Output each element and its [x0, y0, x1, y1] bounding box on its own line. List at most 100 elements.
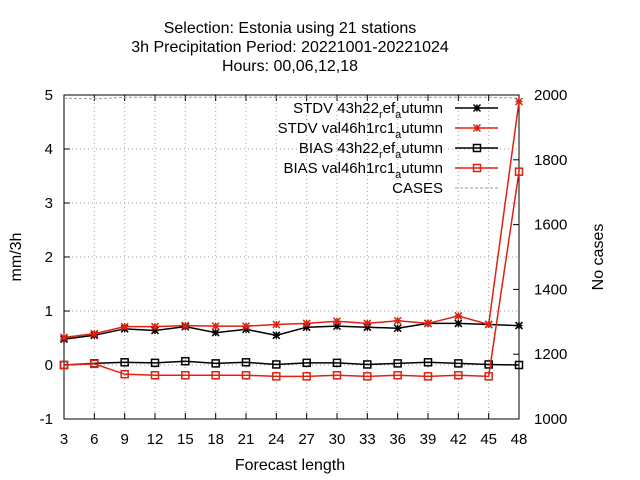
legend-text-part: ef — [383, 140, 396, 157]
legend-text-part: utumn — [401, 100, 443, 117]
y2-tick-label: 1200 — [534, 346, 567, 363]
data-point — [363, 319, 372, 328]
axes: 3 6 9 12 15 18 21 24 27 30 33 36 39 42 45 48-1012345100… — [40, 87, 568, 448]
data-point — [211, 359, 220, 368]
y-tick-label: 5 — [45, 87, 53, 104]
data-point — [363, 372, 372, 381]
data-point — [454, 371, 463, 380]
data-point — [150, 322, 160, 331]
y-tick-label: 3 — [45, 195, 53, 212]
x-tick-label: 36 — [389, 431, 406, 448]
legend-label: BIAS val46h1rc1autumn — [283, 160, 443, 181]
data-point — [332, 322, 342, 331]
x-tick-label: 9 — [120, 431, 128, 448]
data-point — [454, 311, 463, 320]
y2-tick-label: 1800 — [534, 152, 567, 169]
y-axis-label: mm/3h — [8, 233, 25, 282]
series-line — [63, 360, 520, 366]
data-point — [211, 322, 220, 331]
data-point — [514, 360, 524, 370]
x-tick-label: 45 — [480, 431, 497, 448]
chart-title: Selection: Estonia using 21 stations 3h P… — [131, 20, 449, 75]
x-tick-label: 15 — [177, 431, 194, 448]
data-point — [181, 371, 190, 380]
data-point — [423, 372, 433, 381]
legend-text-part: utumn — [401, 120, 443, 137]
data-point — [423, 319, 433, 328]
x-tick-label: 21 — [238, 431, 255, 448]
data-point — [514, 97, 524, 106]
data-point — [332, 371, 342, 380]
legend-label: STDV 43h22refautumn — [293, 100, 443, 121]
data-point — [484, 320, 493, 329]
series-line — [63, 171, 520, 378]
data-point — [211, 371, 220, 380]
legend-label: CASES — [392, 180, 443, 197]
data-point — [302, 319, 311, 328]
data-point — [454, 319, 463, 328]
data-point — [363, 323, 372, 332]
y-tick-label: 2 — [45, 249, 53, 266]
y2-tick-label: 1400 — [534, 281, 567, 298]
x-tick-label: 3 — [60, 431, 68, 448]
data-point — [514, 321, 524, 330]
legend-label: BIAS 43h22refautumn — [299, 140, 443, 161]
data-point — [472, 163, 482, 173]
data-point — [211, 328, 220, 337]
x-tick-label: 27 — [298, 431, 315, 448]
x-tick-label: 24 — [268, 431, 285, 448]
series-line — [63, 322, 520, 340]
x-tick-label: 33 — [359, 431, 376, 448]
legend-text-part: utumn — [401, 160, 443, 177]
data-point — [472, 123, 482, 133]
y-tick-label: -1 — [40, 411, 53, 428]
data-point — [120, 322, 129, 331]
legend-text-part: ef — [383, 100, 396, 117]
data-point — [423, 358, 433, 367]
data-point — [241, 322, 251, 331]
data-point — [241, 358, 251, 367]
data-point — [120, 369, 129, 379]
y-tick-label: 1 — [45, 303, 53, 320]
y2-tick-label: 1600 — [534, 217, 567, 234]
y-tick-label: 4 — [45, 141, 53, 158]
data-point — [241, 371, 251, 380]
data-point — [150, 358, 160, 368]
data-point — [363, 360, 372, 369]
data-point — [272, 372, 281, 381]
x-tick-label: 18 — [207, 431, 224, 448]
chart-title-line: Hours: 00,06,12,18 — [222, 58, 358, 75]
data-point — [472, 103, 482, 113]
series — [63, 96, 520, 100]
plot-area — [59, 96, 524, 381]
x-tick-label: 30 — [329, 431, 346, 448]
data-point — [120, 358, 129, 367]
data-point — [332, 317, 342, 326]
legend-text-part: STDV 43h22 — [293, 100, 379, 117]
data-point — [472, 143, 482, 153]
legend-text-part: r — [379, 149, 383, 161]
data-point — [454, 359, 463, 368]
legend-text-part: a — [395, 109, 402, 121]
data-point — [90, 359, 99, 369]
data-point — [181, 321, 190, 330]
grid — [64, 95, 519, 419]
data-point — [484, 360, 493, 369]
x-tick-label: 12 — [147, 431, 164, 448]
x-tick-label: 42 — [450, 431, 467, 448]
data-point — [59, 360, 69, 370]
data-point — [302, 372, 311, 381]
data-point — [514, 167, 524, 176]
data-point — [393, 316, 402, 325]
data-point — [272, 331, 281, 340]
legend-text-part: r — [379, 109, 383, 121]
data-point — [393, 324, 402, 333]
data-point — [272, 360, 281, 369]
data-point — [393, 359, 402, 368]
data-point — [90, 329, 99, 338]
x-tick-label: 39 — [420, 431, 437, 448]
x-axis-label: Forecast length — [235, 457, 345, 474]
chart-title-line: 3h Precipitation Period: 20221001-202210… — [131, 39, 449, 56]
